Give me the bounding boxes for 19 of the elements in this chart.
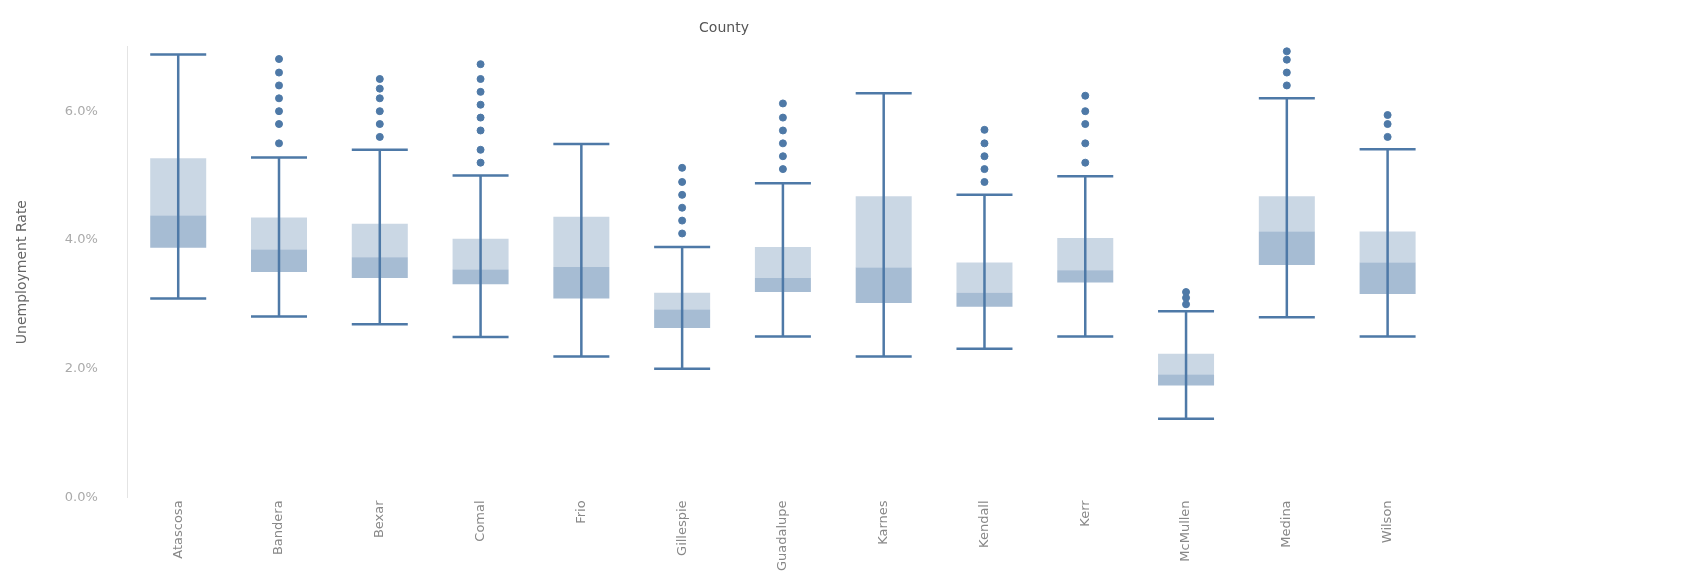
y-tick-label: 0.0% <box>64 488 98 504</box>
x-tick-label: Gillespie <box>673 500 689 556</box>
x-tick-label: Atascosa <box>169 500 185 559</box>
y-tick-label: 2.0% <box>64 360 98 376</box>
y-tick-label: 6.0% <box>64 102 98 118</box>
x-tick-label: Medina <box>1278 500 1294 548</box>
x-tick-label: Kendall <box>975 500 991 548</box>
x-tick-label: Wilson <box>1378 500 1394 544</box>
x-tick-label: Bexar <box>371 499 387 539</box>
y-tick-label: 4.0% <box>64 231 98 247</box>
x-tick-label: Bandera <box>270 500 286 556</box>
x-tick-label: Guadalupe <box>774 500 790 572</box>
x-tick-label: Kerr <box>1076 499 1092 527</box>
x-tick-label: Comal <box>471 500 487 542</box>
y-axis-title: Unemployment Rate <box>13 200 30 345</box>
x-tick-label: Karnes <box>875 500 891 545</box>
x-tick-label: McMullen <box>1177 500 1193 562</box>
chart-title: County <box>699 19 749 36</box>
x-tick-label: Frio <box>572 500 588 524</box>
